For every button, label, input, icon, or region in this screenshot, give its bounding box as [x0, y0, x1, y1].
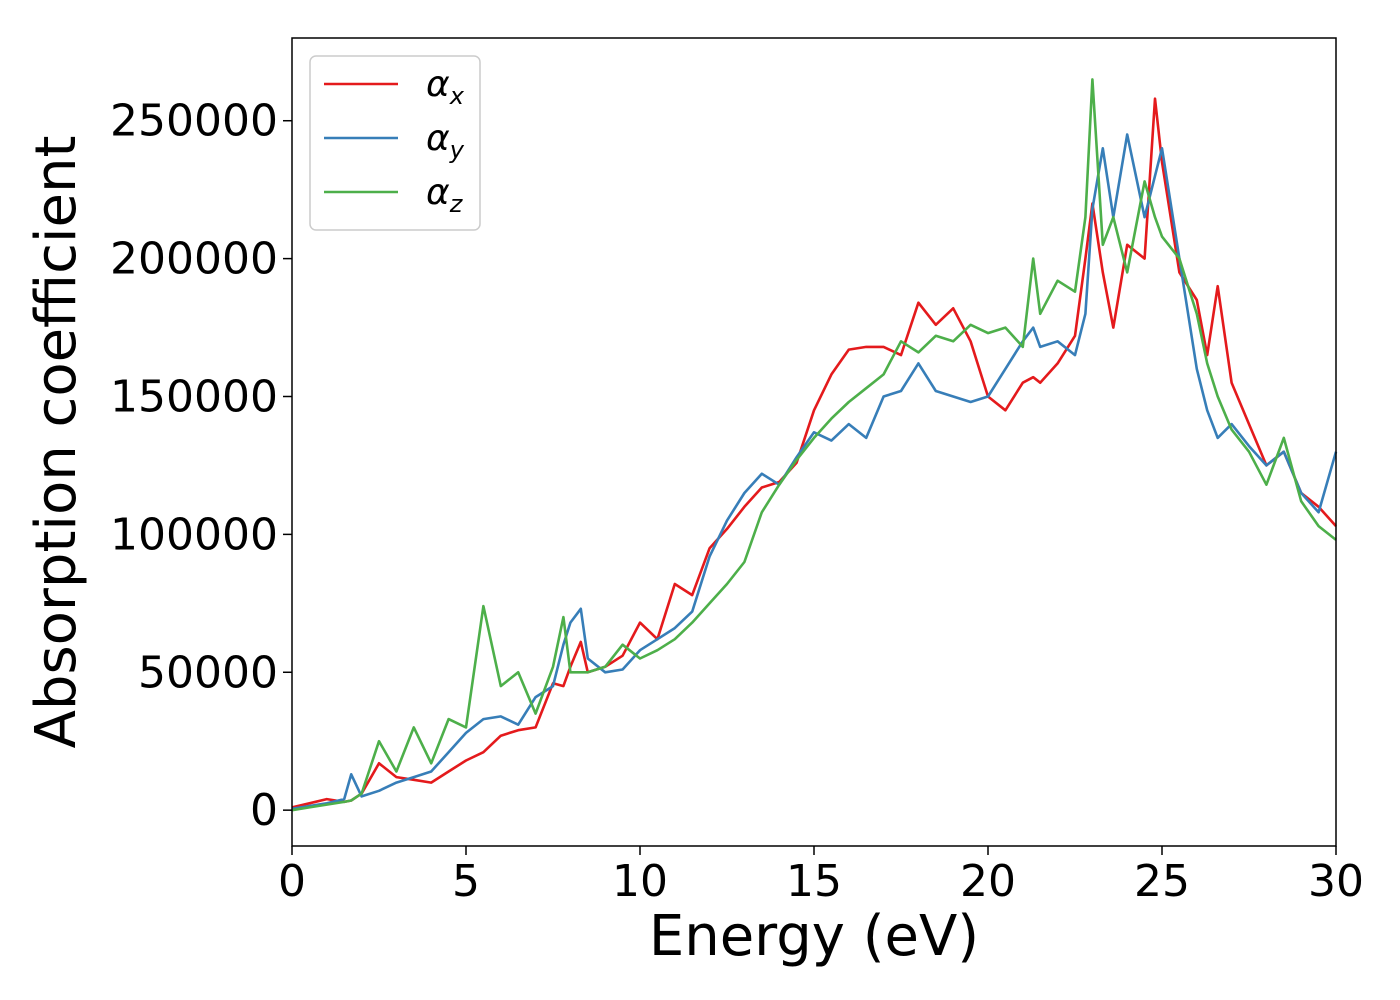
x-tick-label: 5	[452, 856, 480, 907]
series-line-y	[291, 133, 1338, 811]
y-axis-label: Absorption coefficient	[24, 136, 89, 749]
legend: αx αy αz	[309, 55, 481, 231]
legend-label-x: αx	[426, 64, 465, 110]
y-tick-label: 250000	[110, 96, 278, 147]
x-axis: 0 5 10 15 20 25 30	[278, 846, 1364, 907]
y-tick-label: 50000	[138, 647, 278, 698]
series-line-z	[291, 78, 1337, 812]
y-axis: 0 50000 100000 150000 200000 250000	[110, 96, 292, 836]
legend-box	[309, 55, 481, 231]
x-axis-label: Energy (eV)	[649, 904, 979, 969]
y-tick-label: 100000	[110, 509, 278, 560]
x-tick-label: 10	[612, 856, 668, 907]
series-line-x	[291, 97, 1337, 809]
y-tick-label: 0	[250, 785, 278, 836]
legend-label-z: αz	[426, 172, 464, 218]
y-tick-label: 200000	[110, 234, 278, 285]
legend-label-y: αy	[426, 118, 465, 164]
x-tick-label: 20	[960, 856, 1016, 907]
y-tick-label: 150000	[110, 371, 278, 422]
x-tick-label: 15	[786, 856, 842, 907]
x-tick-label: 25	[1134, 856, 1190, 907]
x-tick-label: 30	[1308, 856, 1364, 907]
x-tick-label: 0	[278, 856, 306, 907]
series-layer	[291, 78, 1338, 812]
